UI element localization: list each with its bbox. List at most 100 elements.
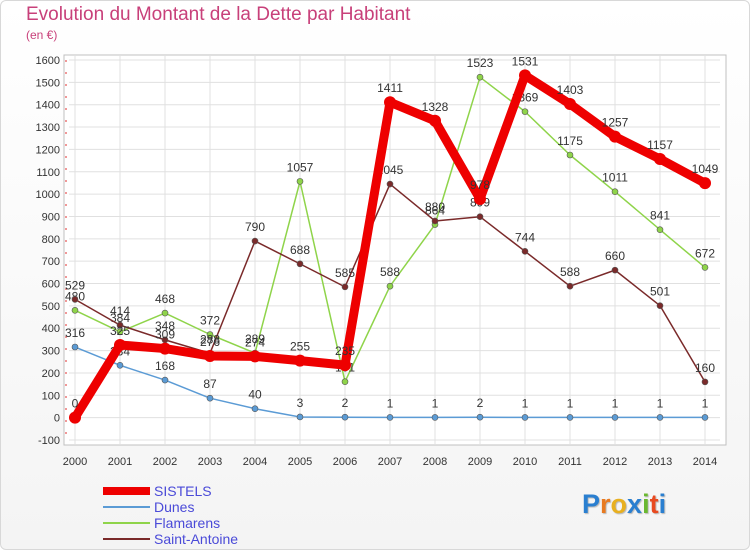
data-label: 0 bbox=[72, 397, 79, 411]
y-tick-label: 800 bbox=[42, 234, 60, 246]
data-label: 790 bbox=[245, 220, 265, 234]
x-tick-label: 2013 bbox=[648, 456, 672, 468]
data-point bbox=[566, 282, 574, 290]
x-tick-label: 2009 bbox=[468, 456, 492, 468]
logo-letter: x bbox=[627, 489, 643, 519]
logo-letter: P bbox=[582, 489, 601, 519]
data-point bbox=[159, 342, 171, 355]
x-tick-label: 2010 bbox=[513, 456, 537, 468]
legend-item-saint-antoine: Saint-Antoine bbox=[103, 531, 238, 547]
data-point bbox=[611, 414, 619, 421]
data-label: 1011 bbox=[602, 171, 628, 185]
data-label: 40 bbox=[248, 388, 262, 402]
data-point bbox=[476, 213, 484, 220]
data-label: 585 bbox=[335, 266, 355, 280]
data-point bbox=[386, 282, 394, 290]
y-tick-label: 600 bbox=[42, 279, 60, 291]
data-point bbox=[249, 350, 261, 363]
data-label: 672 bbox=[695, 246, 715, 260]
data-point bbox=[521, 108, 529, 115]
data-point bbox=[384, 96, 396, 109]
data-label: 1403 bbox=[557, 83, 584, 97]
data-label: 160 bbox=[695, 361, 715, 375]
data-point bbox=[116, 321, 124, 329]
data-label: 348 bbox=[155, 319, 175, 333]
data-label: 864 bbox=[425, 204, 445, 218]
data-label: 414 bbox=[110, 304, 130, 318]
data-point bbox=[341, 283, 349, 291]
x-tick-label: 2004 bbox=[243, 456, 267, 468]
legend-item-flamarens: Flamarens bbox=[103, 515, 220, 531]
x-tick-label: 2012 bbox=[603, 456, 627, 468]
data-label: 588 bbox=[380, 265, 400, 279]
y-tick-label: 300 bbox=[42, 346, 60, 358]
data-label: 235 bbox=[335, 344, 355, 358]
data-label: 1523 bbox=[467, 56, 494, 70]
y-tick-label: 700 bbox=[42, 256, 60, 268]
data-point bbox=[296, 260, 304, 268]
data-label: 309 bbox=[155, 328, 175, 342]
data-point bbox=[386, 414, 394, 421]
logo-letter: i bbox=[642, 489, 650, 519]
data-point bbox=[431, 217, 439, 225]
data-point bbox=[564, 98, 576, 111]
data-label: 2 bbox=[342, 396, 349, 410]
data-label: 1328 bbox=[422, 100, 449, 114]
y-tick-label: 200 bbox=[42, 368, 60, 380]
data-point bbox=[206, 394, 214, 402]
data-point bbox=[341, 413, 349, 421]
data-label: 274 bbox=[245, 335, 265, 349]
y-tick-label: -100 bbox=[38, 435, 60, 447]
data-label: 978 bbox=[470, 178, 490, 192]
data-label: 688 bbox=[290, 243, 310, 257]
data-point bbox=[566, 151, 574, 159]
data-label: 841 bbox=[650, 209, 670, 223]
data-point bbox=[431, 414, 439, 421]
data-label: 372 bbox=[200, 313, 220, 327]
data-point bbox=[476, 413, 484, 421]
x-tick-label: 2003 bbox=[198, 456, 222, 468]
data-point bbox=[71, 343, 79, 351]
y-tick-label: 400 bbox=[42, 323, 60, 335]
proxiti-logo: Proxiti bbox=[582, 489, 666, 520]
data-point bbox=[161, 309, 169, 317]
data-label: 1411 bbox=[377, 81, 403, 95]
data-point bbox=[701, 414, 709, 421]
data-label: 501 bbox=[650, 285, 670, 299]
logo-letter: t bbox=[649, 489, 659, 519]
data-point bbox=[701, 378, 709, 386]
x-tick-label: 2001 bbox=[108, 456, 132, 468]
series-saint-antoine: 5294143482887906885851045880899744588660… bbox=[65, 163, 715, 386]
data-point bbox=[429, 114, 441, 127]
x-tick-label: 2014 bbox=[693, 456, 717, 468]
logo-letter: i bbox=[658, 489, 667, 519]
data-point bbox=[656, 302, 664, 309]
y-tick-label: 1600 bbox=[36, 55, 60, 67]
data-point bbox=[341, 378, 349, 385]
data-label: 87 bbox=[203, 377, 217, 391]
data-label: 1 bbox=[432, 396, 439, 410]
data-label: 1057 bbox=[287, 160, 314, 174]
data-point bbox=[521, 248, 529, 255]
data-label: 316 bbox=[65, 326, 85, 340]
data-point bbox=[114, 339, 126, 351]
data-point bbox=[296, 413, 304, 421]
y-tick-label: 1500 bbox=[36, 77, 60, 89]
data-label: 1157 bbox=[647, 138, 673, 152]
x-tick-label: 2011 bbox=[558, 456, 582, 468]
x-tick-label: 2008 bbox=[423, 456, 447, 468]
logo-letter: o bbox=[610, 489, 628, 519]
chart-subtitle: (en €) bbox=[26, 28, 58, 42]
data-label: 168 bbox=[155, 359, 175, 373]
data-label: 325 bbox=[110, 324, 130, 338]
x-tick-label: 2005 bbox=[288, 456, 312, 468]
data-point bbox=[116, 362, 124, 369]
data-point bbox=[251, 405, 259, 413]
data-label: 1 bbox=[657, 396, 664, 410]
data-point bbox=[699, 177, 711, 190]
y-tick-label: 0 bbox=[54, 413, 60, 425]
data-point bbox=[609, 130, 621, 143]
data-point bbox=[206, 331, 214, 338]
